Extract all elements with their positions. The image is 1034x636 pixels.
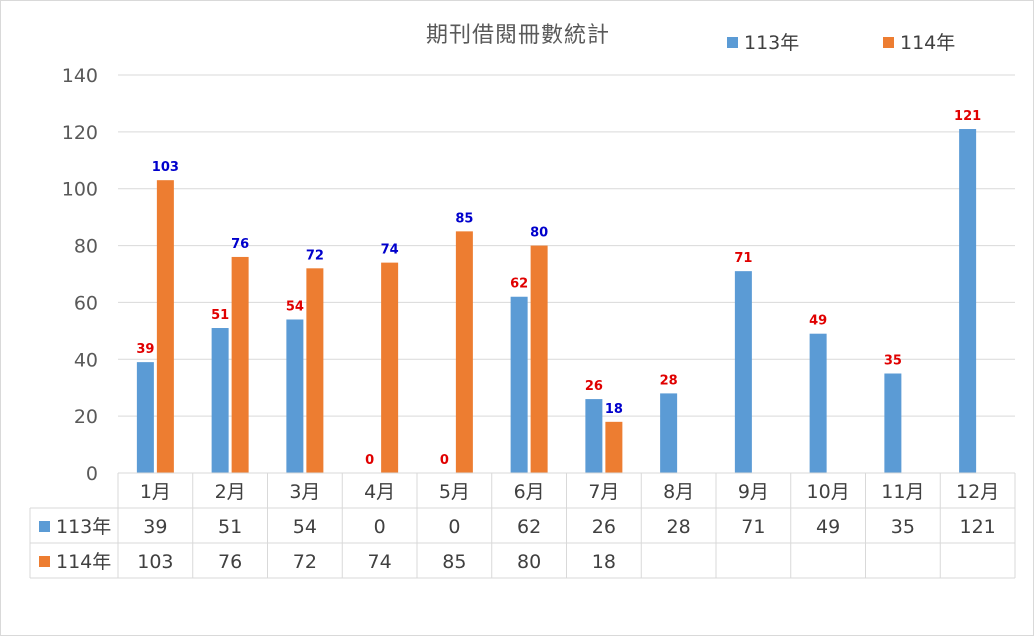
table-cell: 28 [667, 516, 691, 538]
category-label: 8月 [663, 481, 694, 503]
y-tick-label: 120 [62, 122, 98, 144]
table-series-name: 113年 [56, 516, 111, 538]
bar-114年-2月 [231, 256, 249, 473]
table-cell: 74 [368, 551, 392, 573]
bar-113年-10月 [809, 333, 827, 473]
data-label: 51 [211, 308, 229, 323]
data-label: 85 [455, 211, 473, 226]
table-cell: 80 [517, 551, 541, 573]
data-label: 18 [605, 402, 623, 417]
table-cell: 0 [448, 516, 460, 538]
data-label: 71 [734, 251, 752, 266]
data-label: 80 [530, 226, 548, 241]
y-tick-label: 40 [74, 349, 98, 371]
table-cell: 49 [816, 516, 840, 538]
legend-swatch-113年 [727, 37, 738, 48]
table-cell: 35 [891, 516, 915, 538]
y-tick-label: 20 [74, 406, 98, 428]
bar-113年-1月 [136, 362, 154, 473]
data-label: 62 [510, 277, 528, 292]
y-tick-label: 100 [62, 179, 98, 201]
table-swatch-113年 [39, 521, 50, 532]
gridlines [118, 74, 1015, 474]
category-label: 11月 [881, 481, 924, 503]
data-label: 28 [660, 373, 678, 388]
category-label: 12月 [956, 481, 999, 503]
legend: 113年 114年 [727, 32, 955, 54]
bar-114年-4月 [381, 262, 399, 473]
legend-label: 113年 [744, 32, 799, 54]
table-cell: 72 [293, 551, 317, 573]
data-labels: 39 51 54 0 0 62 26 28 71 49 35 121 103 76 72 74 85 80 18 [136, 109, 981, 468]
category-label: 7月 [588, 481, 619, 503]
table-cell: 85 [442, 551, 466, 573]
bar-114年-5月 [455, 231, 473, 473]
table-cell: 71 [741, 516, 765, 538]
bar-114年-1月 [156, 180, 174, 473]
data-label: 72 [306, 248, 324, 263]
data-label: 54 [286, 299, 304, 314]
legend-label: 114年 [900, 32, 955, 54]
table-cell: 76 [218, 551, 242, 573]
bar-113年-3月 [286, 319, 304, 473]
table-cell: 121 [959, 516, 995, 538]
table-cell: 39 [143, 516, 167, 538]
bar-114年-3月 [306, 268, 324, 473]
data-label: 121 [954, 109, 981, 124]
y-tick-label: 0 [86, 463, 98, 485]
table-cell: 18 [592, 551, 616, 573]
category-label: 4月 [364, 481, 395, 503]
bar-113年-12月 [959, 129, 977, 473]
data-label: 103 [152, 160, 179, 175]
table-swatch-114年 [39, 556, 50, 567]
y-axis: 0 20 40 60 80 100 120 140 [62, 65, 98, 485]
data-label: 39 [136, 342, 154, 357]
data-label: 76 [231, 237, 249, 252]
category-label: 1月 [140, 481, 171, 503]
bar-113年-9月 [734, 271, 752, 473]
data-table: 1月 2月 3月 4月 5月 6月 7月 8月 9月 10月 11月 12月 113年 39 51 54 0 0 6… [29, 472, 1016, 579]
bar-113年-11月 [884, 373, 902, 473]
data-label: 35 [884, 354, 902, 369]
category-label: 9月 [738, 481, 769, 503]
category-label: 10月 [807, 481, 850, 503]
category-label: 3月 [289, 481, 320, 503]
y-tick-label: 80 [74, 236, 98, 258]
table-cell: 54 [293, 516, 317, 538]
bar-113年-6月 [510, 296, 528, 473]
category-label: 6月 [514, 481, 545, 503]
bar-113年-8月 [660, 393, 678, 473]
category-label: 2月 [215, 481, 246, 503]
bar-114年-7月 [605, 421, 623, 473]
bar-113年-2月 [211, 328, 229, 473]
data-label: 49 [809, 314, 827, 329]
y-tick-label: 60 [74, 292, 98, 314]
data-label: 26 [585, 379, 603, 394]
data-label: 0 [365, 453, 374, 468]
bar-114年-6月 [530, 245, 548, 473]
table-cell: 26 [592, 516, 616, 538]
data-label: 0 [440, 453, 449, 468]
table-cell: 51 [218, 516, 242, 538]
table-cell: 62 [517, 516, 541, 538]
y-tick-label: 140 [62, 65, 98, 87]
table-series-name: 114年 [56, 551, 111, 573]
bar-113年-7月 [585, 399, 603, 473]
chart-title: 期刊借閱冊數統計 [426, 23, 610, 48]
data-label: 74 [381, 243, 399, 258]
table-cell: 103 [137, 551, 173, 573]
legend-swatch-114年 [883, 37, 894, 48]
bars [136, 129, 977, 473]
category-label: 5月 [439, 481, 470, 503]
table-cell: 0 [374, 516, 386, 538]
